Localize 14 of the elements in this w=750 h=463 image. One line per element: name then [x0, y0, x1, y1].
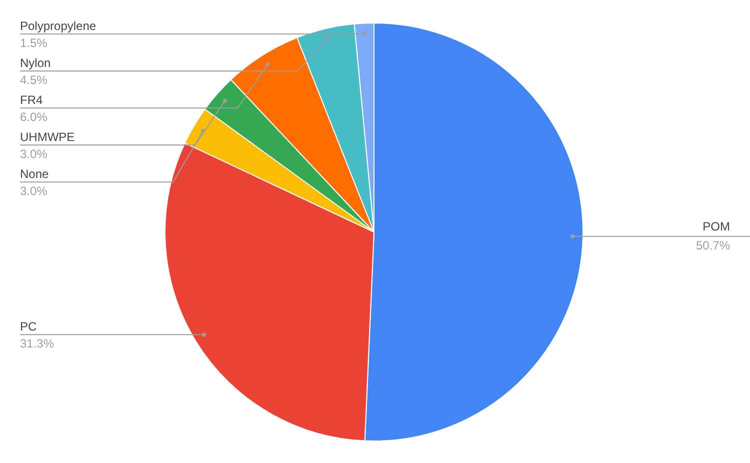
data-label: 4.5% — [20, 73, 48, 87]
data-label: 3.0% — [20, 147, 48, 161]
slice-label: UHMWPE — [20, 130, 75, 144]
data-label: 50.7% — [696, 238, 730, 252]
data-label: 6.0% — [20, 110, 48, 124]
slice-label: None — [20, 167, 50, 181]
data-label: 3.0% — [20, 184, 48, 198]
slice-label: Polypropylene — [20, 19, 96, 33]
data-label: 31.3% — [20, 336, 54, 351]
slice-label: FR4 — [20, 93, 43, 107]
slice-label: POM — [702, 219, 730, 234]
data-label: 1.5% — [20, 36, 48, 50]
slice-label: Nylon — [20, 56, 51, 70]
slice-label: PC — [20, 320, 38, 334]
